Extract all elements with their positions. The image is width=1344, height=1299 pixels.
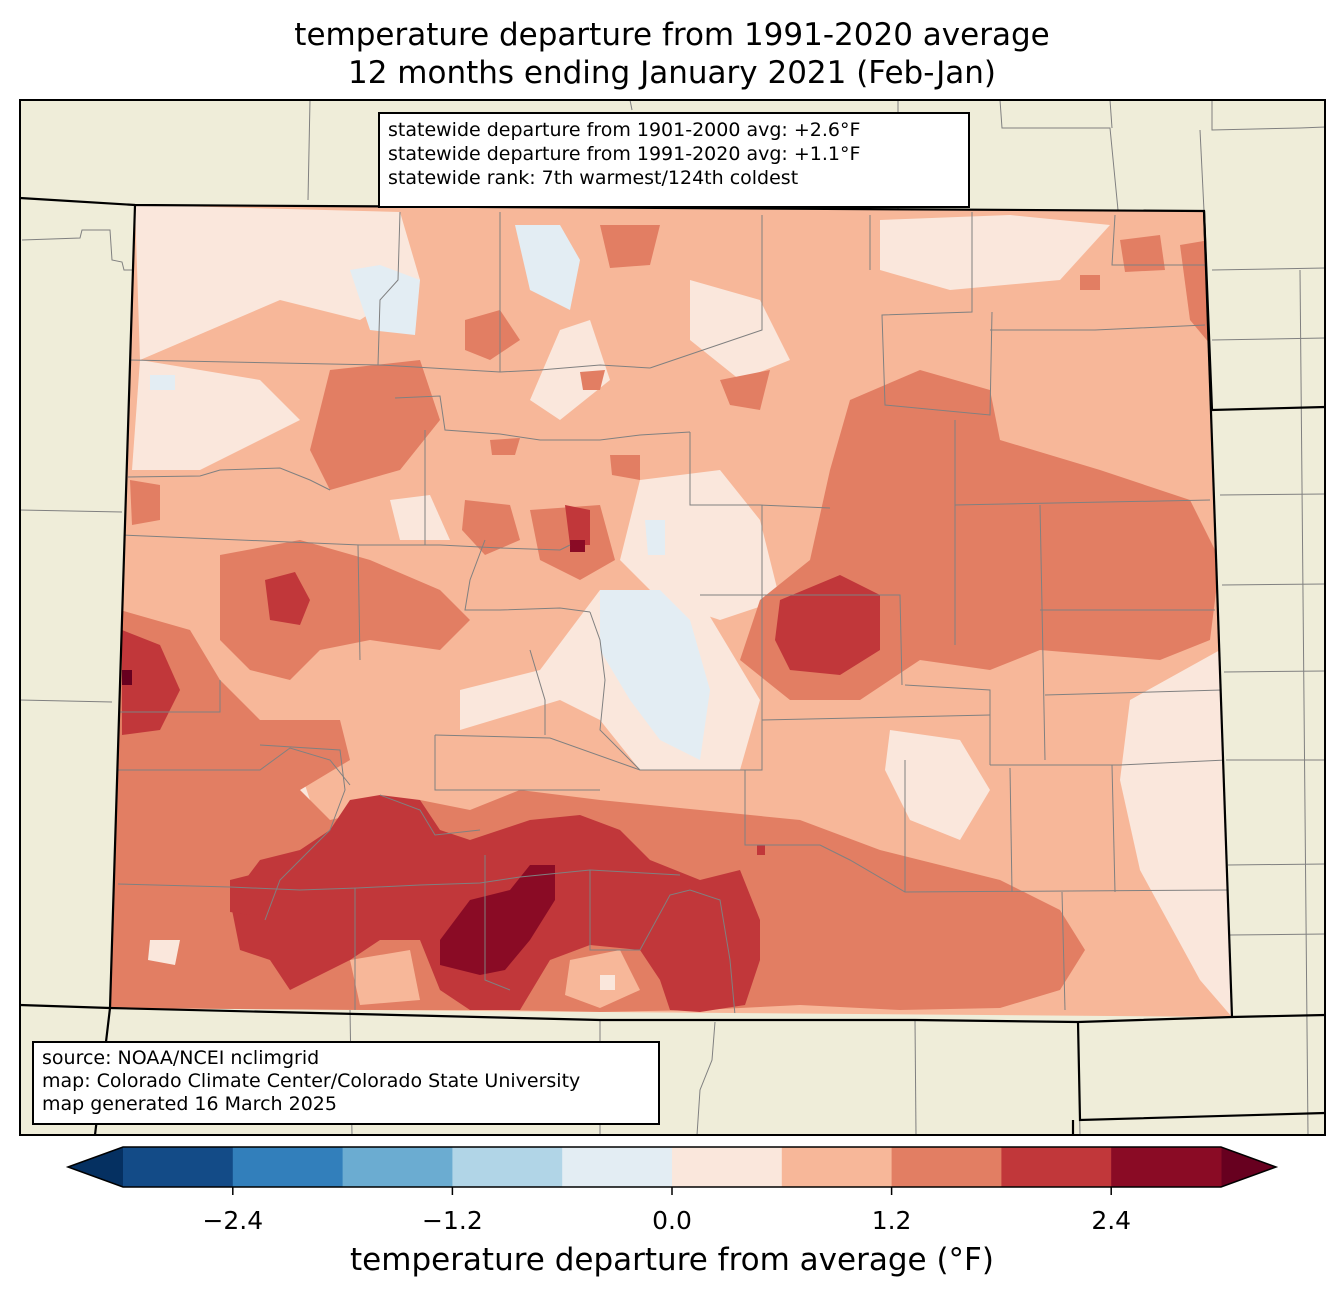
colorbar-tick-label: 1.2 [872, 1206, 912, 1235]
colorbar-ticks: −2.4 −1.2 0.0 1.2 2.4 [202, 1187, 1131, 1235]
map-frame [19, 99, 1326, 1136]
stats-departure-1991-2020: statewide departure from 1991-2020 avg: … [388, 143, 861, 165]
county-lines [117, 211, 1231, 1016]
source-box: source: NOAA/NCEI nclimgrid map: Colorad… [32, 1041, 660, 1125]
colorbar-segment [232, 1147, 344, 1187]
source-data: source: NOAA/NCEI nclimgrid [42, 1047, 320, 1069]
colorbar-segment [123, 1147, 234, 1187]
colorbar-segment [672, 1147, 783, 1187]
colorbar-tick-label: −2.4 [202, 1206, 263, 1235]
stats-departure-1901-2000: statewide departure from 1901-2000 avg: … [388, 119, 861, 141]
colorbar-segment [781, 1147, 893, 1187]
colorbar-segment [452, 1147, 563, 1187]
temperature-contours [110, 205, 1232, 1017]
stats-rank: statewide rank: 7th warmest/124th coldes… [388, 167, 799, 189]
colorbar-over-arrow [1221, 1147, 1276, 1187]
colorbar-tick-label: 2.4 [1091, 1206, 1131, 1235]
source-map-credit: map: Colorado Climate Center/Colorado St… [42, 1070, 581, 1092]
colorbar-tick-label: 0.0 [652, 1206, 692, 1235]
colorbar-tick-label: −1.2 [422, 1206, 483, 1235]
colorbar-segment [342, 1147, 453, 1187]
colorbar-segment [1001, 1147, 1112, 1187]
colorbar-label: temperature departure from average (°F) [350, 1242, 994, 1278]
source-generated-date: map generated 16 March 2025 [42, 1093, 337, 1115]
map-title-line2: 12 months ending January 2021 (Feb-Jan) [347, 55, 996, 91]
map-title-line1: temperature departure from 1991-2020 ave… [294, 17, 1050, 53]
colorbar-under-arrow [68, 1147, 123, 1187]
colorbar-outline [65, 1146, 1279, 1188]
statewide-stats-box: statewide departure from 1901-2000 avg: … [378, 112, 970, 208]
colorbar-segment [562, 1147, 673, 1187]
colorbar-segments [65, 1146, 1279, 1188]
colorbar-segment [1111, 1147, 1222, 1187]
colorbar-segment [891, 1147, 1002, 1187]
